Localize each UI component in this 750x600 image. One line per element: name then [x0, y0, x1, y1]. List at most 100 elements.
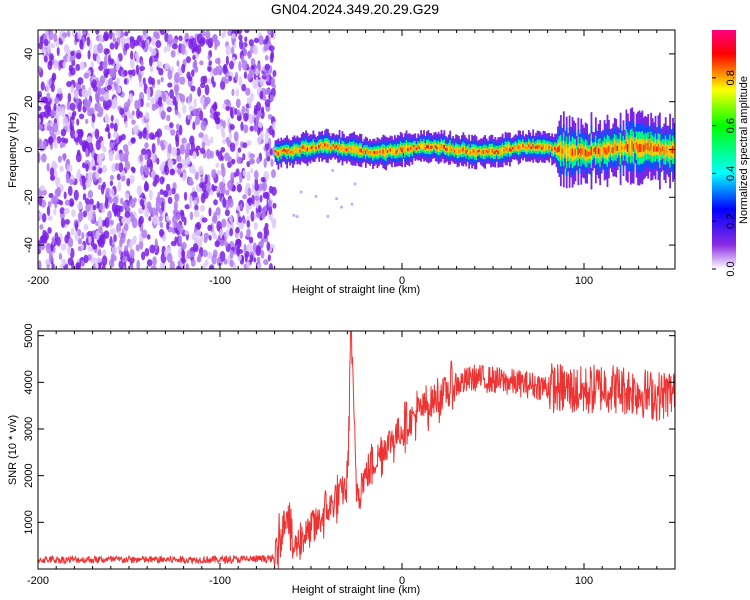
spectrogram-noise-blob — [244, 253, 248, 263]
spectrogram-noise-blob — [144, 165, 149, 176]
spectrogram-band-cell — [501, 148, 504, 153]
spectrogram-noise-blob — [174, 109, 179, 116]
spectrogram-band-cell — [530, 146, 533, 150]
spectrogram-noise-blob — [158, 67, 164, 76]
spectrogram-noise-blob — [155, 40, 162, 48]
spectrogram-noise-blob — [124, 149, 130, 157]
spectrogram-y-axis-label: Frequency (Hz) — [7, 112, 19, 188]
spectrogram-noise-blob — [57, 87, 63, 95]
spectrogram-noise-blob — [213, 211, 217, 221]
spectrogram-noise-blob — [110, 67, 117, 78]
spectrogram-noise-blob — [233, 131, 239, 142]
spectrogram-band-cell — [612, 147, 615, 153]
spectrogram-noise-blob — [53, 32, 58, 43]
spectrogram-band-cell — [482, 150, 485, 154]
spectrogram-noise-blob — [129, 58, 135, 69]
spectrogram-band-cell — [558, 145, 561, 152]
spectrogram-noise-blob — [150, 48, 157, 56]
spectrogram-noise-blob — [185, 56, 191, 64]
spectrogram-noise-blob — [182, 104, 187, 114]
spectrogram-noise-blob — [252, 45, 259, 55]
spectrogram-noise-blob — [220, 162, 225, 171]
spectrogram-noise-blob — [160, 142, 165, 151]
spectrogram-noise-blob — [69, 179, 74, 186]
spectrogram-band-cell — [658, 146, 661, 156]
spectrogram-band-cell — [504, 146, 507, 151]
spectrogram-band-cell — [494, 150, 497, 154]
spectrogram-noise-blob — [85, 202, 91, 213]
spectrogram-band-cell — [506, 147, 508, 152]
spectrogram-noise-blob — [234, 71, 239, 81]
spectrogram-band-cell — [450, 148, 453, 151]
spectrogram-band-cell — [359, 148, 361, 153]
spectrogram-noise-blob — [96, 164, 100, 171]
spectrogram-noise-blob — [65, 175, 70, 184]
spectrogram-noise-blob — [44, 258, 51, 265]
y-tick-label: 40 — [23, 48, 35, 60]
spectrogram-band-cell — [360, 148, 363, 153]
spectrogram-noise-blob — [145, 102, 151, 108]
spectrogram-noise-blob — [260, 250, 265, 259]
spectrogram-noise-blob — [248, 39, 254, 47]
spectrogram-noise-blob — [38, 260, 42, 269]
spectrogram-noise-blob — [109, 188, 115, 198]
spectrogram-band-cell — [549, 145, 552, 149]
y-tick-label: 20 — [23, 96, 35, 108]
spectrogram-band-cell — [484, 149, 487, 154]
spectrogram-noise-blob — [131, 110, 135, 116]
spectrogram-noise-blob — [238, 75, 243, 87]
spectrogram-noise-blob — [51, 263, 55, 269]
spectrogram-band-cell — [318, 144, 321, 149]
spectrogram-noise-blob — [243, 243, 247, 254]
spectrogram-noise-blob — [59, 165, 64, 172]
spectrogram-noise-blob — [179, 94, 186, 103]
spectrogram-band-cell — [577, 147, 580, 156]
spectrogram-noise-blob — [215, 162, 220, 168]
spectrogram-noise-blob — [201, 217, 208, 223]
spectrogram-noise-blob — [261, 209, 266, 220]
spectrogram-noise-blob — [236, 156, 242, 164]
spectrogram-noise-blob — [87, 230, 93, 237]
spectrogram-noise-blob — [169, 260, 175, 269]
spectrogram-band-cell — [437, 146, 440, 150]
spectrogram-noise-blob — [46, 162, 50, 172]
spectrogram-band-cell — [634, 142, 637, 148]
spectrogram-band-cell — [510, 148, 513, 152]
spectrogram-band-cell — [509, 147, 511, 152]
spectrogram-noise-blob — [255, 245, 262, 257]
spectrogram-noise-blob — [142, 30, 146, 36]
spectrogram-noise-blob — [85, 118, 89, 125]
spectrogram-band-cell — [411, 147, 414, 152]
spectrogram-noise-blob — [60, 218, 66, 228]
spectrogram-noise-blob — [257, 205, 262, 213]
spectrogram-noise-blob — [133, 197, 137, 203]
spectrogram-noise-blob — [157, 96, 163, 107]
spectrogram-noise-blob — [116, 86, 122, 94]
spectrogram-noise-blob — [129, 36, 135, 42]
spectrogram-noise-blob — [98, 264, 102, 269]
spectrogram-band-cell — [337, 147, 340, 151]
spectrogram-noise-blob — [164, 62, 170, 70]
spectrogram-band-cell — [389, 148, 392, 152]
spectrogram-noise-blob — [69, 247, 75, 259]
spectrogram-noise-blob — [118, 260, 124, 269]
spectrogram-noise-blob — [67, 257, 74, 266]
spectrogram-noise-blob — [268, 45, 275, 52]
spectrogram-noise-blob — [111, 84, 115, 92]
spectrogram-noise-blob — [272, 202, 277, 209]
spectrogram-noise-blob — [229, 142, 236, 153]
spectrogram-band-cell — [567, 150, 570, 155]
spectrogram-noise-blob — [165, 183, 171, 191]
spectrogram-band-cell — [574, 148, 577, 156]
spectrogram-noise-blob — [192, 54, 196, 61]
spectrogram-noise-blob — [228, 132, 233, 141]
spectrogram-noise-blob — [146, 259, 153, 267]
spectrogram-noise-blob — [103, 230, 110, 239]
spectrogram-noise-blob — [186, 249, 192, 260]
spectrogram-noise-blob — [43, 38, 49, 47]
spectrogram-noise-blob — [43, 96, 48, 104]
spectrogram-x-axis-label: Height of straight line (km) — [292, 284, 420, 296]
spectrogram-noise-blob — [86, 136, 93, 144]
spectrogram-noise-blob — [111, 32, 115, 38]
spectrogram-noise-blob — [60, 128, 67, 137]
